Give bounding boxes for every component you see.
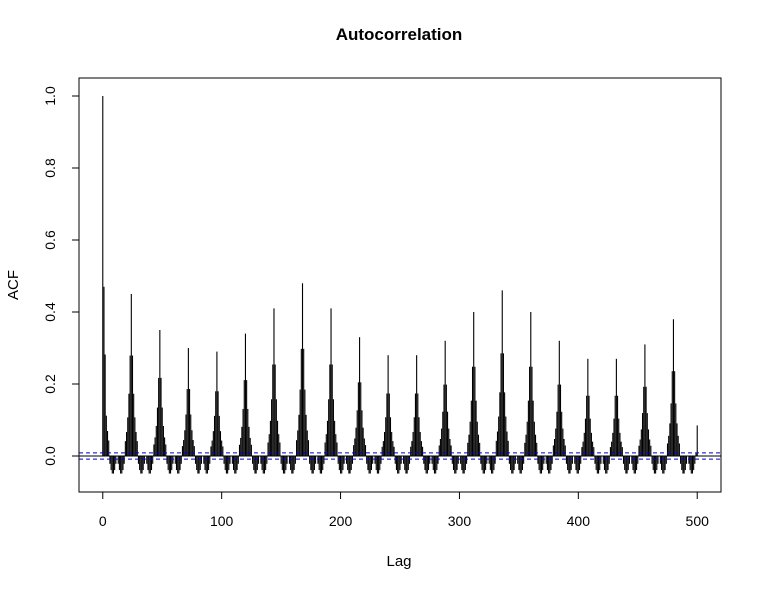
x-axis: 0 100 200 300 400 500 — [99, 491, 710, 529]
x-axis-title: Lag — [386, 553, 411, 570]
chart-title: Autocorrelation — [336, 25, 463, 44]
x-tick-label: 400 — [567, 513, 591, 529]
x-tick-label: 0 — [99, 513, 107, 529]
x-tick-label: 500 — [686, 513, 710, 529]
y-axis-title: ACF — [5, 270, 22, 300]
y-tick-label: 1.0 — [42, 86, 58, 106]
y-tick-label: 0.0 — [42, 446, 58, 466]
acf-bars — [102, 96, 698, 474]
x-tick-label: 100 — [210, 513, 234, 529]
x-tick-label: 200 — [329, 513, 353, 529]
y-tick-label: 0.2 — [42, 374, 58, 394]
plot-frame — [78, 77, 722, 493]
y-tick-label: 0.8 — [42, 158, 58, 178]
y-tick-label: 0.6 — [42, 230, 58, 250]
y-axis: 0.0 0.2 0.4 0.6 0.8 1.0 — [42, 86, 80, 466]
y-tick-label: 0.4 — [42, 302, 58, 322]
x-tick-label: 300 — [448, 513, 472, 529]
